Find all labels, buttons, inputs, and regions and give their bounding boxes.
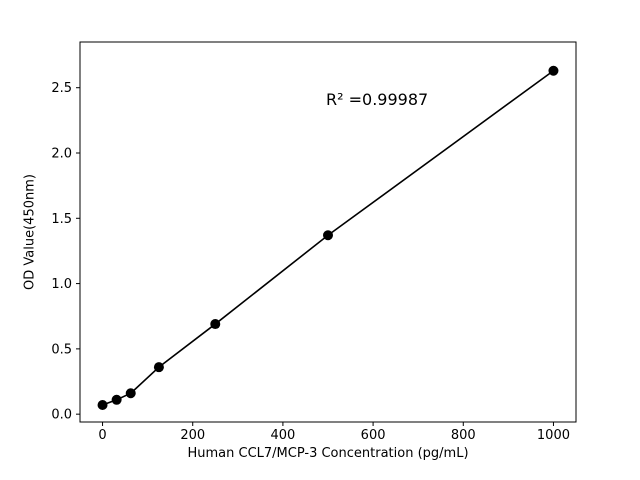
y-tick-label: 2.0 [51, 146, 72, 161]
data-point-marker [125, 388, 136, 399]
y-tick-label: 2.5 [51, 81, 72, 96]
data-point-marker [548, 65, 559, 76]
y-axis-label: OD Value(450nm) [22, 174, 38, 290]
x-tick-label: 800 [451, 428, 476, 443]
y-tick-label: 0.5 [51, 342, 72, 357]
y-tick-label: 0.0 [51, 408, 72, 423]
data-point-marker [210, 319, 221, 330]
x-tick-label: 400 [270, 428, 295, 443]
x-tick-label: 1000 [537, 428, 570, 443]
y-tick-label: 1.0 [51, 277, 72, 292]
y-tick-label: 1.5 [51, 212, 72, 227]
x-tick-label: 600 [361, 428, 386, 443]
x-tick-label: 0 [98, 428, 106, 443]
data-point-marker [111, 394, 122, 405]
data-point-marker [153, 362, 164, 373]
data-point-marker [323, 230, 333, 241]
axes-spines [79, 41, 577, 423]
x-tick-label: 200 [180, 428, 205, 443]
r-squared-annotation: R² =0.99987 [326, 90, 429, 109]
x-axis-label: Human CCL7/MCP-3 Concentration (pg/mL) [187, 446, 469, 461]
data-point-marker [97, 400, 108, 411]
